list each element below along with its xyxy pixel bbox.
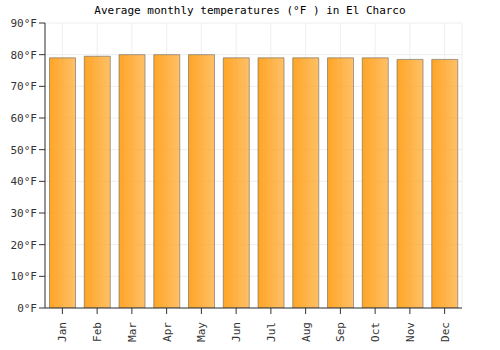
svg-text:Mar: Mar <box>126 322 139 342</box>
svg-text:20°F: 20°F <box>11 239 38 252</box>
svg-text:Aug: Aug <box>300 322 313 342</box>
svg-text:Jul: Jul <box>265 322 278 342</box>
svg-text:Sep: Sep <box>334 322 347 342</box>
svg-text:0°F: 0°F <box>17 302 37 315</box>
svg-text:Feb: Feb <box>91 322 104 342</box>
svg-text:80°F: 80°F <box>11 49 38 62</box>
svg-text:70°F: 70°F <box>11 80 38 93</box>
svg-text:10°F: 10°F <box>11 270 38 283</box>
svg-text:Jun: Jun <box>230 322 243 342</box>
svg-text:Oct: Oct <box>369 322 382 342</box>
svg-text:50°F: 50°F <box>11 144 38 157</box>
svg-text:Jan: Jan <box>56 322 69 342</box>
svg-text:Dec: Dec <box>439 322 452 342</box>
svg-text:Apr: Apr <box>161 322 174 342</box>
svg-text:Nov: Nov <box>404 322 417 342</box>
html-text:Average monthly temperatures (: Average monthly temperatures (°F ) in El… <box>94 4 406 17</box>
svg-text:90°F: 90°F <box>11 17 38 30</box>
svg-text:30°F: 30°F <box>11 207 38 220</box>
svg-text:40°F: 40°F <box>11 175 38 188</box>
svg-text:60°F: 60°F <box>11 112 38 125</box>
svg-text:May: May <box>195 322 208 342</box>
